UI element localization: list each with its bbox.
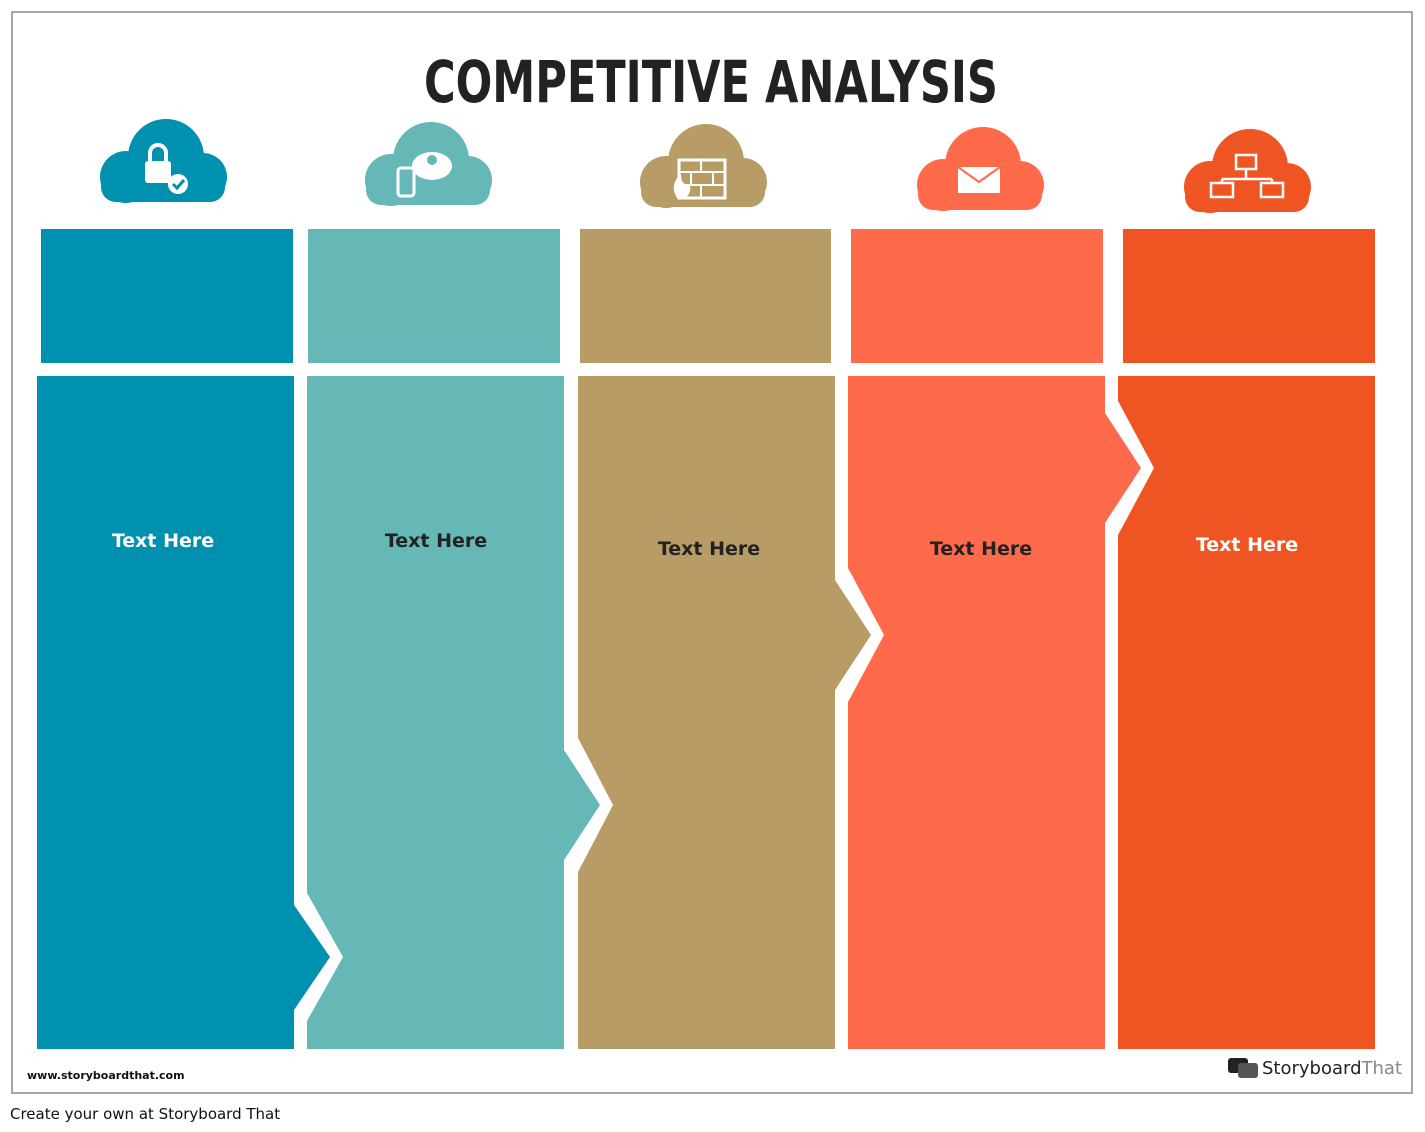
header-box (580, 229, 831, 363)
column (848, 376, 1141, 1049)
cloud-icon (1184, 129, 1311, 213)
column (578, 376, 871, 1049)
footer-url: www.storyboardthat.com (27, 1069, 185, 1082)
title: COMPETITIVE ANALYSIS (424, 48, 998, 116)
cloud-icon (917, 127, 1044, 211)
logo-primary: Storyboard (1262, 1058, 1362, 1079)
cloud-icon (100, 119, 227, 203)
header-box (1123, 229, 1375, 363)
column (307, 376, 600, 1049)
header-box (41, 229, 293, 363)
caption: Create your own at Storyboard That (10, 1105, 280, 1123)
column (1118, 376, 1375, 1049)
column-label: Text Here (385, 530, 487, 552)
logo: StoryboardThat (1228, 1058, 1402, 1079)
logo-text: StoryboardThat (1262, 1058, 1402, 1079)
column-label: Text Here (658, 538, 760, 560)
cloud-icon (640, 124, 767, 208)
column (37, 376, 330, 1049)
column-label: Text Here (112, 530, 214, 552)
header-box (308, 229, 560, 363)
column-label: Text Here (930, 538, 1032, 560)
logo-secondary: That (1361, 1058, 1403, 1079)
header-box (851, 229, 1103, 363)
cloud-icon (365, 122, 492, 206)
column-label: Text Here (1196, 534, 1298, 556)
